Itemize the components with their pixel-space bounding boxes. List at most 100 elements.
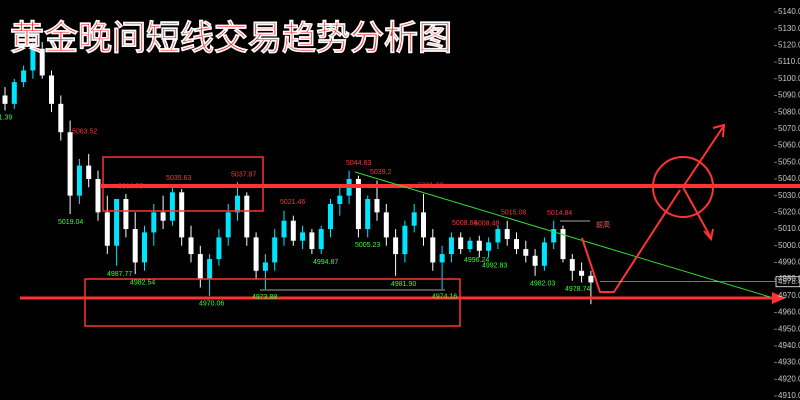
candle-body xyxy=(569,259,575,271)
y-tick-label: 5050.00 xyxy=(778,157,800,166)
up-arrow xyxy=(682,126,724,188)
candle-body xyxy=(523,249,529,256)
forecast-path xyxy=(581,189,681,293)
price-annotation: 5008.64 xyxy=(452,220,477,227)
y-tick-label: 5090.00 xyxy=(778,91,800,100)
price-annotation: 4992.83 xyxy=(482,263,507,270)
candle-body xyxy=(30,48,36,71)
y-tick-label: 5070.00 xyxy=(778,124,800,133)
down-arrow-head xyxy=(703,228,714,242)
candle-body xyxy=(300,232,306,241)
candle-body xyxy=(207,259,213,280)
price-annotation: 4987.77 xyxy=(107,271,132,278)
y-tick-label: 4930.00 xyxy=(778,358,800,367)
candle-body xyxy=(216,237,222,260)
candle-body xyxy=(95,178,101,213)
candle-body xyxy=(467,240,473,250)
price-annotation: 5031.32 xyxy=(418,182,443,189)
price-annotation: 5035.63 xyxy=(166,175,191,182)
candle-body xyxy=(21,70,27,83)
candle-body xyxy=(67,132,73,196)
candle-body xyxy=(421,212,426,238)
candle-body xyxy=(551,229,557,243)
candle-body xyxy=(281,220,287,238)
candle-body xyxy=(132,229,138,263)
candle-body xyxy=(365,198,371,230)
candle-body xyxy=(58,103,64,133)
candle-body xyxy=(244,195,250,238)
candle-body xyxy=(448,237,454,255)
down-arrow xyxy=(682,186,712,239)
candle-body xyxy=(411,212,417,226)
candle-body xyxy=(197,254,203,280)
price-annotation: 5039.2 xyxy=(370,169,392,176)
price-annotation: 5044.63 xyxy=(346,160,371,167)
overlay xyxy=(20,123,800,327)
current-price-label: 4978.44 xyxy=(778,277,800,286)
note: 前高 xyxy=(596,220,610,229)
candle-body xyxy=(541,242,547,266)
up-arrow-head xyxy=(712,123,726,138)
support-box xyxy=(84,278,461,327)
candle-body xyxy=(374,198,380,213)
y-tick-label: 5080.00 xyxy=(778,107,800,116)
price-annotation: 4982.03 xyxy=(530,281,555,288)
y-tick-label: 4980.00 xyxy=(778,274,800,283)
candle-body xyxy=(402,225,408,255)
candle-body xyxy=(142,232,147,263)
price-annotation: 5037.87 xyxy=(231,171,256,178)
price-annotation: 4981.90 xyxy=(391,281,416,288)
y-tick-label: 5130.00 xyxy=(778,24,800,33)
price-annotation: 4974.16 xyxy=(432,294,457,301)
price-annotation: 5005.23 xyxy=(355,242,380,249)
candle-body xyxy=(532,255,538,266)
y-tick-label: 5010.00 xyxy=(778,224,800,233)
candle-body xyxy=(262,262,268,271)
price-annotation: 4973.88 xyxy=(252,294,277,301)
y-tick-label: 5100.00 xyxy=(778,74,800,83)
candle-body xyxy=(430,237,436,263)
y-tick-label: 5030.00 xyxy=(778,191,800,200)
candle-body xyxy=(355,178,361,230)
y-tick-label: 5120.00 xyxy=(778,41,800,50)
arrow-head xyxy=(772,292,786,304)
candle-body xyxy=(476,240,482,251)
candle-body xyxy=(2,95,8,104)
y-tick-label: 4990.00 xyxy=(778,258,800,267)
candle-body xyxy=(309,232,315,250)
candle-body xyxy=(504,229,510,240)
price-annotation: 4994.87 xyxy=(313,259,338,266)
candle-body xyxy=(225,212,231,238)
price-annotation: 5015.08 xyxy=(501,209,526,216)
chart-title: 黄金晚间短线交易趋势分析图 xyxy=(10,19,452,59)
price-annotation: 5081.39 xyxy=(0,115,12,122)
candle-body xyxy=(486,242,492,251)
candle-body xyxy=(393,237,399,255)
price-annotation: 4970.06 xyxy=(199,301,224,308)
candle-body xyxy=(11,82,17,104)
candle-body xyxy=(104,212,110,246)
candle-body xyxy=(383,212,389,238)
candle-body xyxy=(560,229,566,260)
y-tick-label: 5140.00 xyxy=(778,7,800,16)
price-annotation: 4996.24 xyxy=(464,257,489,264)
price-annotation: 5008.48 xyxy=(474,220,499,227)
price-annotation: 5014.84 xyxy=(547,210,572,217)
decision-circle xyxy=(652,156,714,218)
candle-body xyxy=(86,165,92,179)
candle-body xyxy=(579,270,585,276)
candle-body xyxy=(514,239,519,250)
price-annotation: 5063.52 xyxy=(72,129,97,136)
candle-body xyxy=(160,212,166,221)
y-tick-label: 4940.00 xyxy=(778,341,800,350)
price-annotation: 5019.04 xyxy=(58,219,83,226)
price-annotation: 4982.54 xyxy=(130,280,155,287)
candle-body xyxy=(39,48,45,76)
candle-body xyxy=(253,237,259,271)
y-tick-label: 5040.00 xyxy=(778,174,800,183)
price-annotation: 5030.75 xyxy=(118,183,143,190)
candle-body xyxy=(272,237,278,263)
